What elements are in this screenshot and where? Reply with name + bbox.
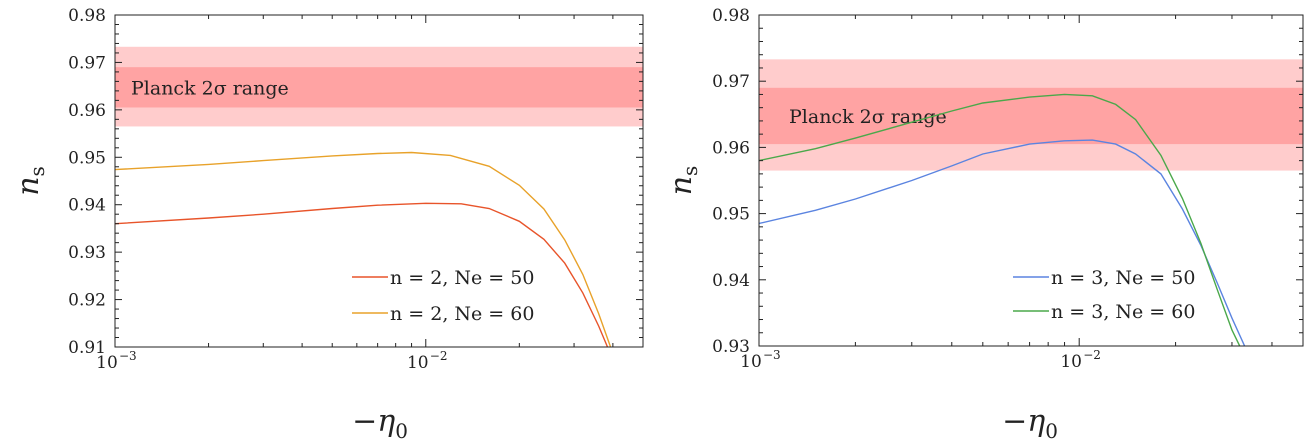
x-tick-label-exponent: −2 xyxy=(1083,348,1101,362)
y-axis-title: ns xyxy=(664,166,702,196)
y-tick-label: 0.98 xyxy=(712,6,750,26)
chart-panel-2: Planck 2σ range 0.93 0.94 0.95 0.96 0.97 0.98 1… xyxy=(664,6,1304,439)
plot-frame xyxy=(114,14,644,348)
y-tick-label: 0.93 xyxy=(712,337,750,357)
x-tick-label-exponent: −2 xyxy=(430,349,448,363)
x-tick-label: 10 xyxy=(407,353,429,373)
y-tick-label: 0.94 xyxy=(712,271,750,291)
legend-label-1: n = 3, Ne = 50 xyxy=(1051,267,1195,289)
y-tick-label: 0.95 xyxy=(712,205,750,225)
y-tick-label: 0.97 xyxy=(68,53,106,73)
y-tick-label: 0.98 xyxy=(68,6,106,26)
y-axis-title: ns xyxy=(11,166,49,196)
y-tick-label: 0.93 xyxy=(68,243,106,263)
series-line-2 xyxy=(115,151,612,347)
band-label: Planck 2σ range xyxy=(789,106,947,128)
x-tick-label-exponent: −3 xyxy=(763,348,781,362)
band-inner xyxy=(115,67,643,108)
x-tick-label: 10 xyxy=(1060,352,1082,372)
y-tick-label: 0.97 xyxy=(712,72,750,92)
y-tick-label: 0.91 xyxy=(68,338,106,358)
y-tick-label: 0.96 xyxy=(712,138,750,158)
y-tick-label: 0.95 xyxy=(68,148,106,168)
chart-panel-1: Planck 2σ range 0.91 0.92 0.93 0.94 0.95 0.96 0… xyxy=(11,6,644,439)
x-axis-title: −η0 xyxy=(352,404,408,439)
x-tick-label: 10 xyxy=(740,352,762,372)
legend-label-2: n = 3, Ne = 60 xyxy=(1051,301,1195,323)
y-tick-label: 0.96 xyxy=(68,101,106,121)
series-line-1 xyxy=(115,202,609,347)
y-tick-label: 0.94 xyxy=(68,196,106,216)
x-tick-label-exponent: −3 xyxy=(119,349,137,363)
x-tick-label: 10 xyxy=(96,353,118,373)
legend-label-1: n = 2, Ne = 50 xyxy=(390,267,534,289)
y-tick-label: 0.92 xyxy=(68,291,106,311)
series-line-2 xyxy=(759,93,1241,346)
band-label: Planck 2σ range xyxy=(131,77,289,99)
legend-label-2: n = 2, Ne = 60 xyxy=(390,303,534,325)
plot-frame xyxy=(758,14,1304,347)
x-axis-title: −η0 xyxy=(1002,404,1058,439)
